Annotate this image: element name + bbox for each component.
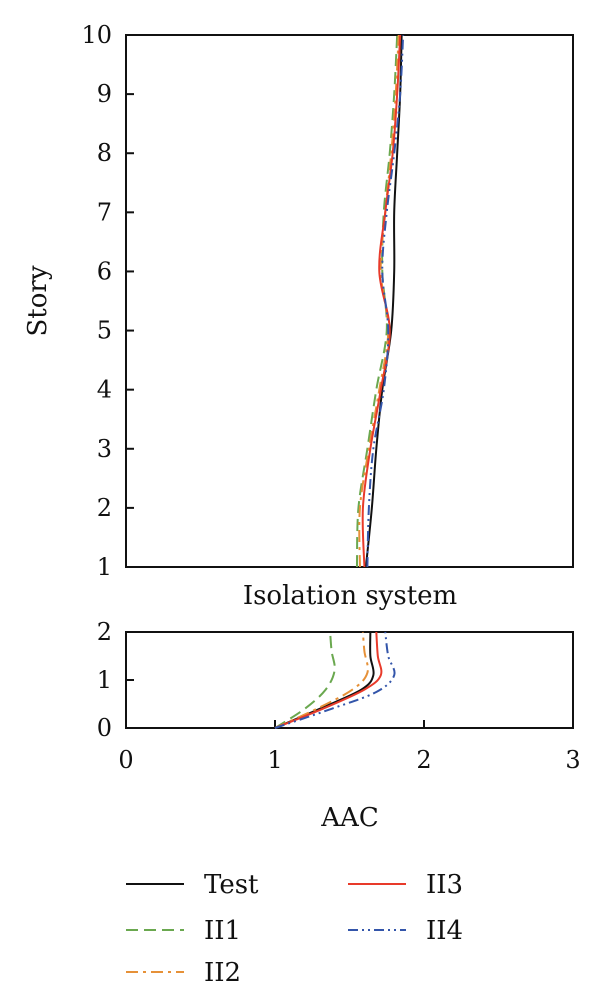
story-series-lines — [355, 34, 405, 568]
story-y-tick-label: 2 — [97, 494, 112, 522]
story-y-tick-label: 8 — [97, 139, 112, 167]
isolation-series-lines — [274, 631, 396, 729]
isolation-panel-title: Isolation system — [243, 581, 457, 611]
x-axis-title: AAC — [320, 803, 378, 833]
isolation-x-tick-label: 3 — [565, 746, 580, 774]
isolation-x-tick-label: 0 — [118, 746, 133, 774]
story-y-tick-label: 6 — [97, 257, 112, 285]
isolation-y-tick-label: 2 — [97, 618, 112, 646]
story-series-ii4 — [366, 34, 405, 568]
story-y-tick-label: 10 — [81, 21, 112, 49]
isolation-series-ii2 — [274, 631, 369, 729]
legend-label-ii4: II4 — [426, 916, 463, 946]
story-y-ticks: 1 2 3 4 5 6 7 8 9 10 — [81, 21, 134, 581]
legend-label-ii2: II2 — [204, 958, 241, 988]
story-y-tick-label: 5 — [97, 317, 112, 345]
story-y-tick-label: 3 — [97, 435, 112, 463]
isolation-x-tick-label: 2 — [416, 746, 431, 774]
legend-label-ii3: II3 — [426, 870, 463, 900]
story-y-tick-label: 1 — [97, 553, 112, 581]
isolation-x-tick-label: 1 — [267, 746, 282, 774]
isolation-series-ii4 — [274, 631, 396, 729]
isolation-plot-frame — [125, 631, 574, 729]
isolation-y-tick-label: 0 — [97, 714, 112, 742]
story-series-test — [364, 34, 403, 568]
legend-label-test: Test — [204, 870, 259, 900]
isolation-series-ii1 — [274, 631, 336, 729]
isolation-ticks: 0 1 2 0 1 2 3 — [97, 618, 581, 774]
story-y-tick-label: 9 — [97, 80, 112, 108]
story-plot-frame — [125, 34, 574, 568]
legend: Test II3 II1 II4 II2 — [126, 870, 463, 988]
isolation-panel: 0 1 2 0 1 2 3 AAC — [97, 618, 581, 833]
isolation-y-tick-label: 1 — [97, 666, 112, 694]
legend-label-ii1: II1 — [204, 916, 241, 946]
isolation-series-test — [274, 631, 375, 729]
story-axis-title: Story — [23, 265, 53, 336]
story-y-tick-label: 7 — [97, 198, 112, 226]
story-y-tick-label: 4 — [97, 376, 112, 404]
isolation-series-ii3 — [274, 631, 383, 729]
story-panel: 1 2 3 4 5 6 7 8 9 10 Story — [23, 21, 574, 581]
